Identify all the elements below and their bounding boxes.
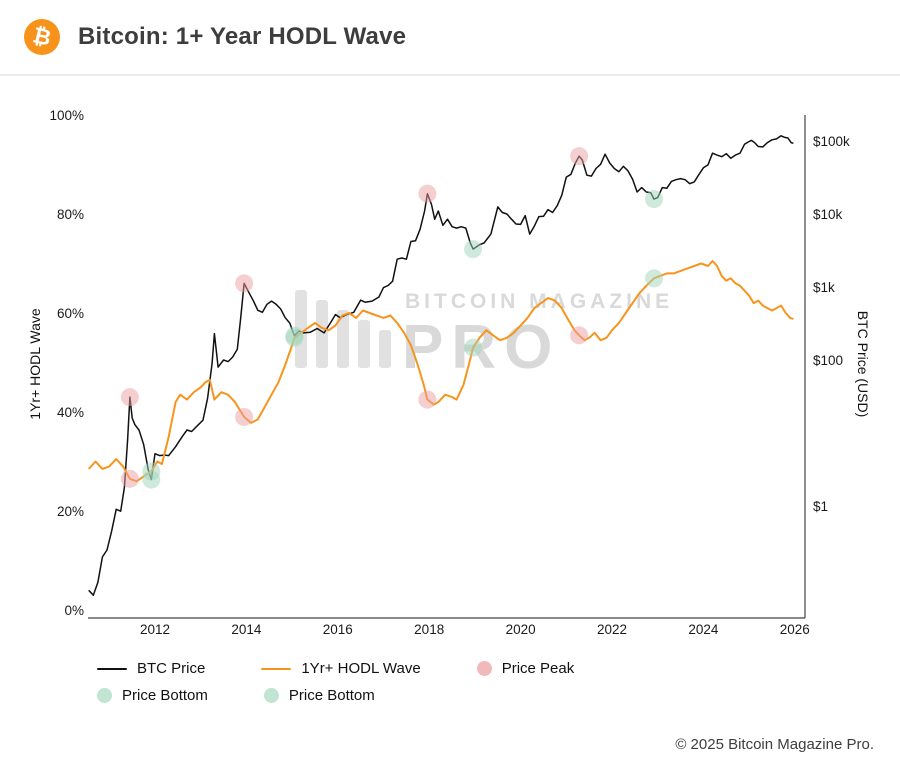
price-bottom-marker	[285, 328, 304, 347]
right-axis-tick: $1k	[813, 280, 835, 295]
left-axis-tick: 20%	[57, 504, 84, 519]
legend-label: Price Bottom	[288, 687, 375, 704]
watermark-line1: BITCOIN MAGAZINE	[405, 290, 673, 313]
right-axis-tick: $100	[813, 353, 843, 368]
left-axis-tick: 40%	[57, 405, 84, 420]
page-title: Bitcoin: 1+ Year HODL Wave	[78, 23, 407, 50]
x-axis-tick: 2024	[688, 622, 719, 637]
left-axis-tick: 100%	[49, 108, 84, 123]
legend-dot-swatch	[97, 688, 112, 703]
legend-item-price-bottom[interactable]: Price Bottom	[263, 687, 375, 704]
left-axis-tick: 60%	[57, 306, 84, 321]
series-1yr-hodl-wave	[87, 260, 794, 483]
price-bottom-marker	[645, 190, 664, 209]
legend-item-price-bottom[interactable]: Price Bottom	[97, 687, 208, 704]
bitcoin-glyph: ₿	[30, 22, 54, 51]
legend-item-1yr-hodl-wave[interactable]: 1Yr+ HODL Wave	[261, 660, 421, 677]
price-peak-marker	[418, 390, 437, 409]
hodl-wave-chart[interactable]: BITCOIN MAGAZINEPRO0%20%40%60%80%100%$1$…	[0, 76, 900, 646]
header: ₿ Bitcoin: 1+ Year HODL Wave	[0, 0, 900, 76]
price-bottom-marker	[464, 240, 483, 259]
legend-label: Price Bottom	[122, 687, 208, 704]
right-axis-tick: $100k	[813, 134, 850, 149]
legend-item-price-peak[interactable]: Price Peak	[476, 660, 575, 677]
watermark-logo-bar	[358, 320, 370, 368]
price-peak-marker	[418, 184, 437, 203]
right-axis-title: BTC Price (USD)	[855, 311, 871, 418]
price-peak-marker	[235, 407, 254, 426]
left-axis-title: 1Yr+ HODL Wave	[27, 308, 43, 420]
x-axis-tick: 2026	[780, 622, 810, 637]
legend-dot-swatch	[476, 661, 492, 676]
copyright-text: © 2025 Bitcoin Magazine Pro.	[675, 736, 874, 753]
x-axis-tick: 2020	[506, 622, 536, 637]
watermark-logo-bar	[337, 310, 349, 368]
legend-label: Price Peak	[501, 660, 575, 677]
watermark-logo-bar	[316, 300, 328, 368]
legend-item-btc-price[interactable]: BTC Price	[97, 660, 205, 677]
price-peak-marker	[570, 326, 589, 345]
chart-area: BITCOIN MAGAZINEPRO0%20%40%60%80%100%$1$…	[0, 76, 900, 646]
price-peak-marker	[235, 274, 254, 293]
legend-line-swatch	[261, 667, 292, 670]
legend-label: 1Yr+ HODL Wave	[301, 660, 421, 677]
price-peak-marker	[120, 388, 139, 407]
price-peak-marker	[570, 147, 589, 166]
watermark-logo-bar	[295, 290, 307, 368]
left-axis-tick: 0%	[64, 603, 84, 618]
left-axis-tick: 80%	[57, 207, 84, 222]
legend-line-swatch	[97, 667, 127, 670]
x-axis-tick: 2012	[140, 622, 170, 637]
right-axis-tick: $1	[813, 499, 828, 514]
price-peak-marker	[120, 469, 139, 488]
bitcoin-logo-icon: ₿	[24, 19, 60, 55]
price-bottom-marker	[645, 269, 664, 288]
legend-dot-swatch	[263, 688, 279, 703]
x-axis-tick: 2014	[231, 622, 262, 637]
price-bottom-marker	[464, 338, 483, 357]
right-axis-tick: $10k	[813, 207, 843, 222]
series-btc-price	[88, 135, 794, 596]
legend-label: BTC Price	[137, 660, 206, 677]
x-axis-tick: 2022	[597, 622, 627, 637]
price-bottom-marker	[142, 462, 161, 481]
watermark-logo-bar	[379, 330, 391, 368]
x-axis-tick: 2018	[414, 622, 444, 637]
legend: BTC Price 1Yr+ HODL Wave Price Peak Price B…	[97, 660, 697, 704]
x-axis-tick: 2016	[323, 622, 353, 637]
